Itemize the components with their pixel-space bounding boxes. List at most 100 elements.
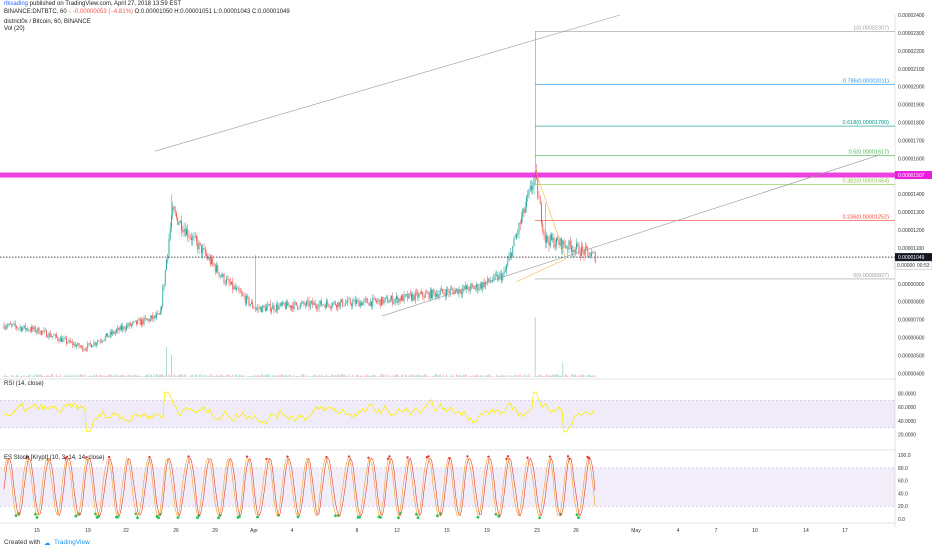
volume-bar bbox=[497, 375, 499, 377]
volume-bar bbox=[409, 375, 411, 377]
candle-body bbox=[373, 297, 375, 299]
candle-body bbox=[394, 299, 396, 302]
candle-body bbox=[212, 258, 214, 264]
volume-bar bbox=[489, 375, 491, 377]
volume-bar bbox=[279, 375, 281, 377]
volume-bar bbox=[168, 374, 170, 377]
stoch-buy-dot bbox=[497, 514, 501, 518]
price-axis-bg bbox=[895, 15, 932, 533]
volume-bar bbox=[218, 375, 220, 377]
stoch-buy-dot bbox=[176, 516, 180, 519]
candle-body bbox=[351, 303, 352, 306]
candle-body bbox=[78, 343, 80, 347]
candle-body bbox=[378, 299, 380, 301]
candle-body bbox=[412, 294, 414, 301]
volume-bar bbox=[338, 374, 340, 377]
volume-bar bbox=[401, 375, 402, 377]
footer-brand[interactable]: TradingView bbox=[54, 539, 90, 546]
volume-bar bbox=[39, 374, 41, 377]
volume-bar bbox=[536, 376, 537, 377]
volume-bar bbox=[127, 375, 129, 377]
candle-body bbox=[246, 295, 247, 304]
candle-body bbox=[423, 296, 425, 298]
candle-body bbox=[264, 306, 266, 311]
candle-body bbox=[207, 256, 209, 260]
candle-body bbox=[344, 303, 346, 306]
volume-bar bbox=[492, 375, 494, 377]
volume-bar bbox=[364, 376, 366, 377]
candle-body bbox=[363, 300, 365, 303]
footer: Created with ☁ TradingView bbox=[0, 536, 932, 550]
candle-body bbox=[178, 223, 180, 225]
volume-bar bbox=[453, 376, 455, 377]
candle-body bbox=[136, 320, 137, 325]
price-tick-label: 0.00000600 bbox=[898, 336, 925, 342]
volume-bar bbox=[498, 375, 500, 377]
time-tick-label: 19 bbox=[484, 528, 490, 534]
volume-bar bbox=[254, 374, 256, 377]
candle-body bbox=[227, 279, 229, 280]
volume-bar bbox=[286, 374, 287, 377]
volume-bar bbox=[21, 375, 22, 377]
volume-bar bbox=[231, 376, 232, 377]
candle-body bbox=[166, 259, 167, 270]
candle-body bbox=[544, 235, 546, 243]
candle-body bbox=[161, 306, 162, 311]
candle-body bbox=[573, 249, 575, 253]
stoch-buy-dot bbox=[238, 515, 241, 518]
author-name[interactable]: rlksading bbox=[4, 1, 29, 7]
volume-bar bbox=[99, 374, 101, 377]
volume-bar bbox=[502, 374, 504, 377]
volume-bar bbox=[547, 374, 549, 377]
price-tick-label: 0.00000900 bbox=[898, 282, 925, 288]
candle-body bbox=[273, 305, 275, 311]
candle-body bbox=[413, 294, 415, 301]
volume-bar bbox=[291, 376, 292, 377]
stoch-sell-dot bbox=[566, 455, 570, 458]
candle-body bbox=[272, 305, 274, 310]
volume-bar bbox=[534, 317, 536, 377]
candle-body bbox=[313, 302, 315, 305]
candle-body bbox=[89, 342, 91, 345]
volume-bar bbox=[334, 374, 336, 377]
rsi-axis-label: 20.0000 bbox=[898, 432, 916, 438]
candle-body bbox=[203, 248, 205, 250]
volume-group bbox=[3, 317, 596, 377]
candle-body bbox=[367, 299, 369, 304]
candle-body bbox=[362, 302, 364, 306]
volume-bar bbox=[251, 376, 252, 377]
candle-body bbox=[267, 305, 269, 307]
volume-bar bbox=[356, 375, 357, 377]
time-tick-label: 10 bbox=[752, 528, 758, 534]
candle-body bbox=[391, 296, 392, 300]
volume-bar bbox=[406, 375, 407, 377]
candle-body bbox=[302, 301, 304, 304]
candle-body bbox=[348, 299, 350, 300]
candle-body bbox=[253, 307, 255, 309]
candle-body bbox=[124, 329, 126, 330]
candle-body bbox=[419, 293, 421, 295]
volume-bar bbox=[561, 375, 562, 377]
volume-bar bbox=[96, 374, 97, 377]
volume-bar bbox=[277, 376, 279, 377]
publish-info: published on TradingView.com, April 27, … bbox=[29, 1, 182, 7]
candle-body bbox=[324, 305, 326, 309]
rsi-axis-label: 40.0000 bbox=[898, 419, 916, 425]
highlight-price-tag bbox=[895, 171, 932, 180]
candle-body bbox=[271, 309, 272, 312]
candle-body bbox=[41, 330, 42, 335]
candle-body bbox=[182, 230, 184, 232]
candle-body bbox=[449, 289, 451, 294]
candle-body bbox=[507, 260, 509, 266]
candle-body bbox=[328, 304, 330, 307]
candle-body bbox=[252, 302, 254, 308]
candle-body bbox=[172, 206, 174, 215]
rsi-band bbox=[0, 400, 895, 428]
price-tick-label: 0.00002400 bbox=[898, 13, 925, 19]
volume-bar bbox=[573, 374, 575, 377]
candle-body bbox=[516, 234, 517, 238]
tradingview-logo-icon[interactable]: ☁ bbox=[44, 540, 51, 547]
candle-body bbox=[13, 323, 15, 325]
volume-bar bbox=[243, 375, 245, 377]
